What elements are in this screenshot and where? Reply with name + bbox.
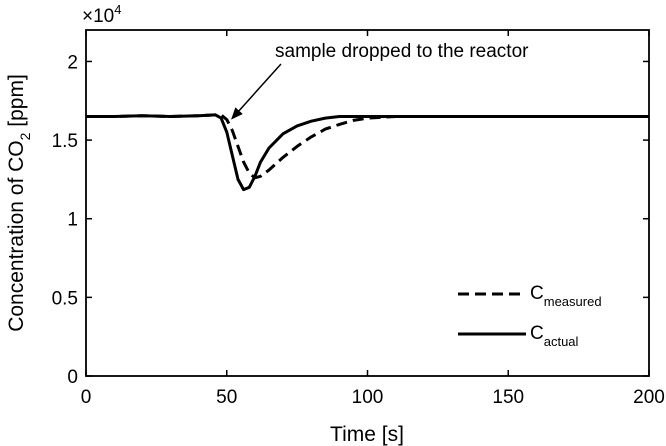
y-tick-label: 1.5 xyxy=(52,131,78,152)
x-tick-label: 50 xyxy=(216,387,237,408)
legend-measured-label: Cmeasured xyxy=(530,283,602,309)
series-line-measured xyxy=(86,113,649,180)
x-tick-label: 0 xyxy=(81,387,92,408)
y-tick-label: 2 xyxy=(67,52,78,73)
y-tick-label: 0 xyxy=(67,367,78,388)
x-tick-label: 100 xyxy=(352,387,384,408)
legend: Cmeasured Cactual xyxy=(458,283,602,349)
legend-actual-label: Cactual xyxy=(530,323,579,349)
series-line-actual xyxy=(86,113,649,192)
y-tick-label: 0.5 xyxy=(52,288,78,309)
plot-frame xyxy=(85,29,650,377)
annotation-arrow xyxy=(231,63,282,120)
x-tick-label: 150 xyxy=(492,387,524,408)
y-multiplier-label: ×104 xyxy=(82,2,121,27)
ticks-layer: 0 50 100 150 200 0 0.5 1 1.5 2 xyxy=(52,30,665,408)
series-layer xyxy=(86,113,649,192)
annotation-text: sample dropped to the reactor xyxy=(275,41,529,62)
y-axis-title: Concentration of CO2 [ppm] xyxy=(5,74,33,332)
x-tick-label: 200 xyxy=(633,387,665,408)
x-axis-title: Time [s] xyxy=(330,423,404,446)
y-tick-label: 1 xyxy=(67,210,78,231)
